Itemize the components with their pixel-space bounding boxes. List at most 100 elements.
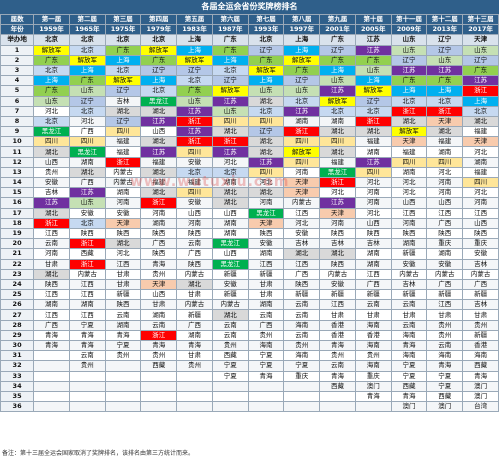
rank-cell: 13: [0, 166, 35, 179]
province-cell: 湖南: [354, 146, 392, 158]
province-cell: [247, 390, 285, 403]
table-row: 16 江苏 山东 河南 浙江 安徽 湖北 河南 内蒙古 江苏 河南 山西 山西 河南: [0, 197, 499, 209]
province-cell: 安徽: [319, 278, 356, 291]
rank-cell: 23: [0, 268, 35, 280]
province-cell: 澳门: [390, 401, 428, 413]
province-cell: 新疆: [211, 289, 249, 301]
province-cell: [104, 401, 142, 413]
rank-cell: 10: [0, 136, 35, 148]
province-cell: 广东: [33, 85, 70, 97]
province-cell: [140, 370, 178, 382]
province-cell: 新疆: [462, 329, 499, 342]
province-cell: 湖南: [354, 258, 392, 270]
table-row: 25 江西 江西 新疆 山西 甘肃 新疆 甘肃 新疆 新疆 新疆 新疆 新疆 新疆: [0, 289, 499, 301]
province-cell: 四川: [33, 136, 70, 148]
rank-cell: 4: [0, 75, 35, 87]
province-cell: 海南: [354, 360, 392, 372]
header-cell: 第七届: [247, 13, 285, 26]
rank-cell: 8: [0, 115, 35, 128]
province-cell: 宁夏: [104, 339, 142, 352]
province-cell: [33, 370, 70, 382]
province-cell: 宁夏: [247, 350, 285, 362]
province-cell: 青海: [390, 339, 428, 352]
table-row: 3 北京 上海 北京 辽宁 辽宁 北京 解放军 广东 上海 山东 江苏 江苏 广东: [0, 64, 499, 77]
province-cell: 湖南: [33, 299, 70, 311]
province-cell: 海南: [283, 350, 321, 362]
province-cell: [319, 390, 356, 403]
table-row: 6 山东 辽宁 吉林 黑龙江 山东 江苏 湖北 北京 解放军 辽宁 北京 北京 上海: [0, 95, 499, 107]
province-cell: 宁夏: [426, 370, 464, 382]
province-cell: 澳门: [354, 380, 392, 392]
province-cell: 广东: [283, 64, 321, 77]
province-cell: 海南: [462, 350, 499, 362]
province-cell: [33, 380, 70, 392]
province-cell: 青海: [68, 329, 106, 342]
province-cell: 贵州: [104, 350, 142, 362]
province-cell: 宁夏: [211, 360, 249, 372]
province-cell: 江苏: [211, 95, 249, 107]
rank-cell: 15: [0, 187, 35, 199]
province-cell: 云南: [104, 309, 142, 321]
province-cell: 江苏: [211, 146, 249, 158]
header-cell: 北京: [68, 34, 106, 46]
province-cell: 云南: [283, 309, 321, 321]
province-cell: 湖南: [176, 329, 213, 342]
province-cell: 宁夏: [68, 319, 106, 331]
province-cell: 广西: [247, 319, 285, 331]
province-cell: 上海: [354, 75, 392, 87]
province-cell: 河南: [140, 207, 178, 219]
province-cell: 浙江: [68, 238, 106, 250]
province-cell: [211, 380, 249, 392]
province-cell: 澳门: [462, 380, 499, 392]
province-cell: 内蒙古: [211, 299, 249, 311]
province-cell: [33, 350, 70, 362]
province-cell: 辽宁: [104, 115, 142, 128]
province-cell: 河北: [211, 156, 249, 168]
province-cell: 江苏: [319, 85, 356, 97]
province-cell: 安徽: [426, 258, 464, 270]
rank-cell: 22: [0, 258, 35, 270]
rank-cell: 14: [0, 176, 35, 189]
province-cell: 解放军: [140, 44, 178, 56]
header-cell: 1997年: [283, 24, 321, 36]
province-cell: 内蒙古: [176, 268, 213, 280]
rank-cell: 5: [0, 85, 35, 97]
province-cell: 四川: [426, 156, 464, 168]
province-cell: 天津: [247, 217, 285, 229]
province-cell: 云南: [211, 319, 249, 331]
header-row-editions: 届数 第一届 第二届 第三届 第四届 第五届 第六届 第七届 第八届 第九届 第十届 第十一届 第十二届…: [0, 13, 499, 26]
province-cell: 甘肃: [33, 258, 70, 270]
province-cell: 湖南: [426, 248, 464, 260]
province-cell: 北京: [462, 105, 499, 117]
rank-cell: 33: [0, 370, 35, 382]
province-cell: 黑龙江: [33, 126, 70, 138]
province-cell: 甘肃: [462, 309, 499, 321]
province-cell: 江苏: [247, 156, 285, 168]
province-cell: [140, 380, 178, 392]
province-cell: 江西: [426, 207, 464, 219]
province-cell: [211, 390, 249, 403]
province-cell: 山东: [319, 75, 356, 87]
province-cell: 西藏: [319, 380, 356, 392]
province-cell: 海南: [354, 319, 392, 331]
table-row: 35 青海 青海 西藏 澳门: [0, 390, 499, 403]
province-cell: 内蒙古: [283, 197, 321, 209]
province-cell: 甘肃: [176, 289, 213, 301]
header-cell: 第五届: [176, 13, 213, 26]
province-cell: 天津: [462, 136, 499, 148]
province-cell: 吉林: [319, 238, 356, 250]
province-cell: 澳门: [426, 401, 464, 413]
province-cell: 福建: [319, 156, 356, 168]
table-row: 20 云南 浙江 湖北 广西 云南 黑龙江 安徽 吉林 吉林 吉林 湖南 重庆 重庆: [0, 238, 499, 250]
province-cell: 江苏: [354, 44, 392, 56]
province-cell: 西藏: [462, 360, 499, 372]
province-cell: 江西: [33, 289, 70, 301]
province-cell: 辽宁: [247, 44, 285, 56]
province-cell: 广东: [176, 85, 213, 97]
province-cell: 上海: [68, 64, 106, 77]
province-cell: 海南: [390, 350, 428, 362]
header-row-years: 年份 1959年 1965年 1975年 1979年 1983年 1987年 1993年 199…: [0, 24, 499, 36]
province-cell: 青海: [319, 339, 356, 352]
province-cell: 山西: [390, 197, 428, 209]
table-row: 7 河北 北京 湖北 湖北 江苏 山东 北京 江苏 北京 北京 浙江 浙江 北京: [0, 105, 499, 117]
